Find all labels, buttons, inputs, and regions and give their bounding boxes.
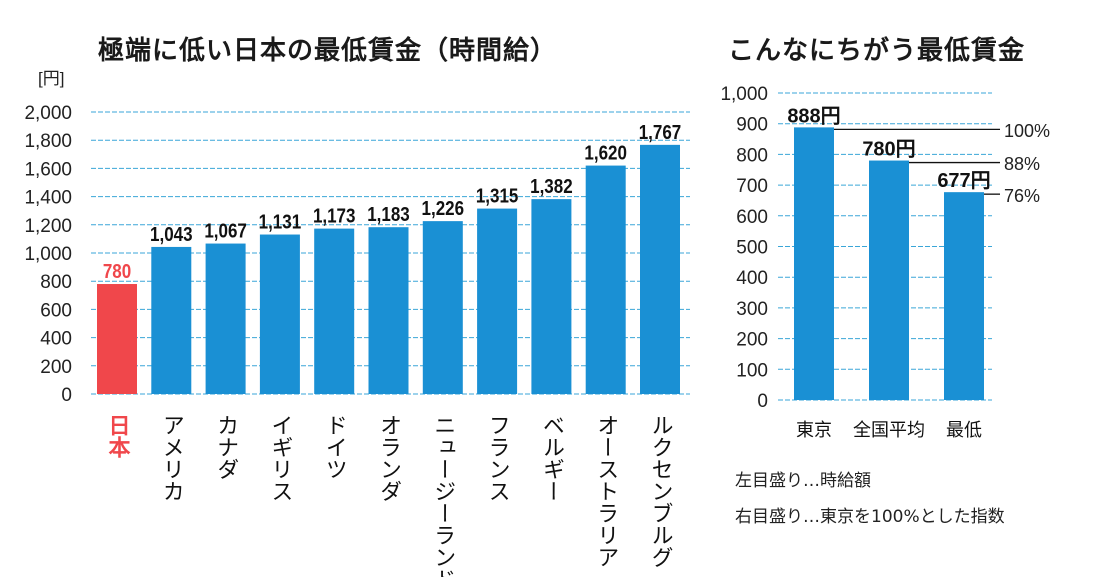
y-tick-label: 800 [736, 145, 768, 166]
data-label: 677円 [937, 170, 990, 192]
data-label: 888円 [787, 105, 840, 127]
right-chart-title: こんなにちがう最低賃金 [728, 36, 1026, 66]
bar-2 [205, 243, 246, 394]
bar-2 [944, 192, 984, 400]
x-category-label: 全国平均 [853, 420, 925, 441]
data-label: 1,382 [530, 175, 573, 198]
y-tick-label: 0 [61, 385, 72, 406]
x-category-label: イギリス [267, 414, 292, 502]
y-tick-label: 200 [736, 330, 768, 351]
y-tick-label: 400 [736, 268, 768, 289]
x-category-label: オランダ [376, 414, 401, 502]
y-tick-label: 600 [736, 207, 768, 228]
bar-3 [259, 234, 300, 394]
note-right-scale: 右目盛り…東京を100%とした指数 [735, 507, 1005, 527]
bar-8 [531, 199, 572, 394]
bar-0 [97, 284, 137, 394]
x-category-label: ニュージーランド [430, 414, 455, 577]
data-label: 1,131 [259, 210, 302, 233]
y-tick-label: 800 [40, 272, 72, 293]
y-tick-label: 2,000 [24, 103, 72, 124]
index-label: 88% [1004, 154, 1040, 174]
data-label: 1,173 [313, 204, 356, 227]
y-tick-label: 1,400 [24, 188, 72, 209]
y-tick-label: 500 [736, 238, 768, 259]
x-category-label: 最低 [946, 420, 982, 441]
y-tick-label: 400 [40, 329, 72, 350]
y-tick-label: 1,000 [720, 84, 768, 105]
x-category-label: フランス [485, 414, 510, 502]
bar-5 [368, 227, 409, 394]
y-tick-label: 300 [736, 299, 768, 320]
y-tick-label: 1,600 [24, 159, 72, 180]
y-axis-unit: [円] [38, 69, 64, 88]
y-tick-label: 0 [757, 391, 768, 412]
y-tick-label: 1,000 [24, 244, 72, 265]
x-category-label: ルクセンブルグ [648, 414, 673, 568]
bar-10 [640, 144, 680, 394]
data-label: 1,315 [476, 184, 519, 207]
data-label: 1,226 [422, 197, 465, 220]
x-category-label: ベルギー [539, 414, 564, 502]
data-label: 1,043 [150, 223, 193, 246]
x-category-label: オーストラリア [593, 414, 618, 568]
bar-4 [314, 228, 355, 394]
data-label: 780円 [862, 139, 915, 161]
data-label: 1,767 [639, 121, 682, 144]
y-tick-label: 1,200 [24, 216, 72, 237]
bar-1 [869, 160, 909, 400]
index-label: 76% [1004, 186, 1040, 206]
data-label: 780 [103, 260, 131, 283]
x-category-label: カナダ [213, 414, 238, 480]
x-category-label: アメリカ [159, 414, 184, 502]
x-category-label: ドイツ [322, 414, 347, 480]
y-tick-label: 200 [40, 357, 72, 378]
bar-0 [794, 127, 834, 400]
note-left-scale: 左目盛り…時給額 [735, 471, 871, 491]
bar-1 [151, 246, 192, 394]
data-label: 1,067 [204, 219, 247, 242]
y-tick-label: 700 [736, 176, 768, 197]
index-label: 100% [1004, 121, 1050, 141]
y-tick-label: 100 [736, 360, 768, 381]
bar-6 [422, 221, 463, 394]
y-tick-label: 900 [736, 115, 768, 136]
left-chart-title: 極端に低い日本の最低賃金（時間給） [98, 36, 558, 66]
x-category-label: 東京 [796, 420, 832, 441]
y-tick-label: 1,800 [24, 131, 72, 152]
x-category-label: 日本 [105, 414, 131, 458]
y-tick-label: 600 [40, 300, 72, 321]
bar-9 [585, 165, 626, 394]
data-label: 1,183 [367, 203, 410, 226]
data-label: 1,620 [584, 141, 627, 164]
bar-7 [477, 208, 518, 394]
